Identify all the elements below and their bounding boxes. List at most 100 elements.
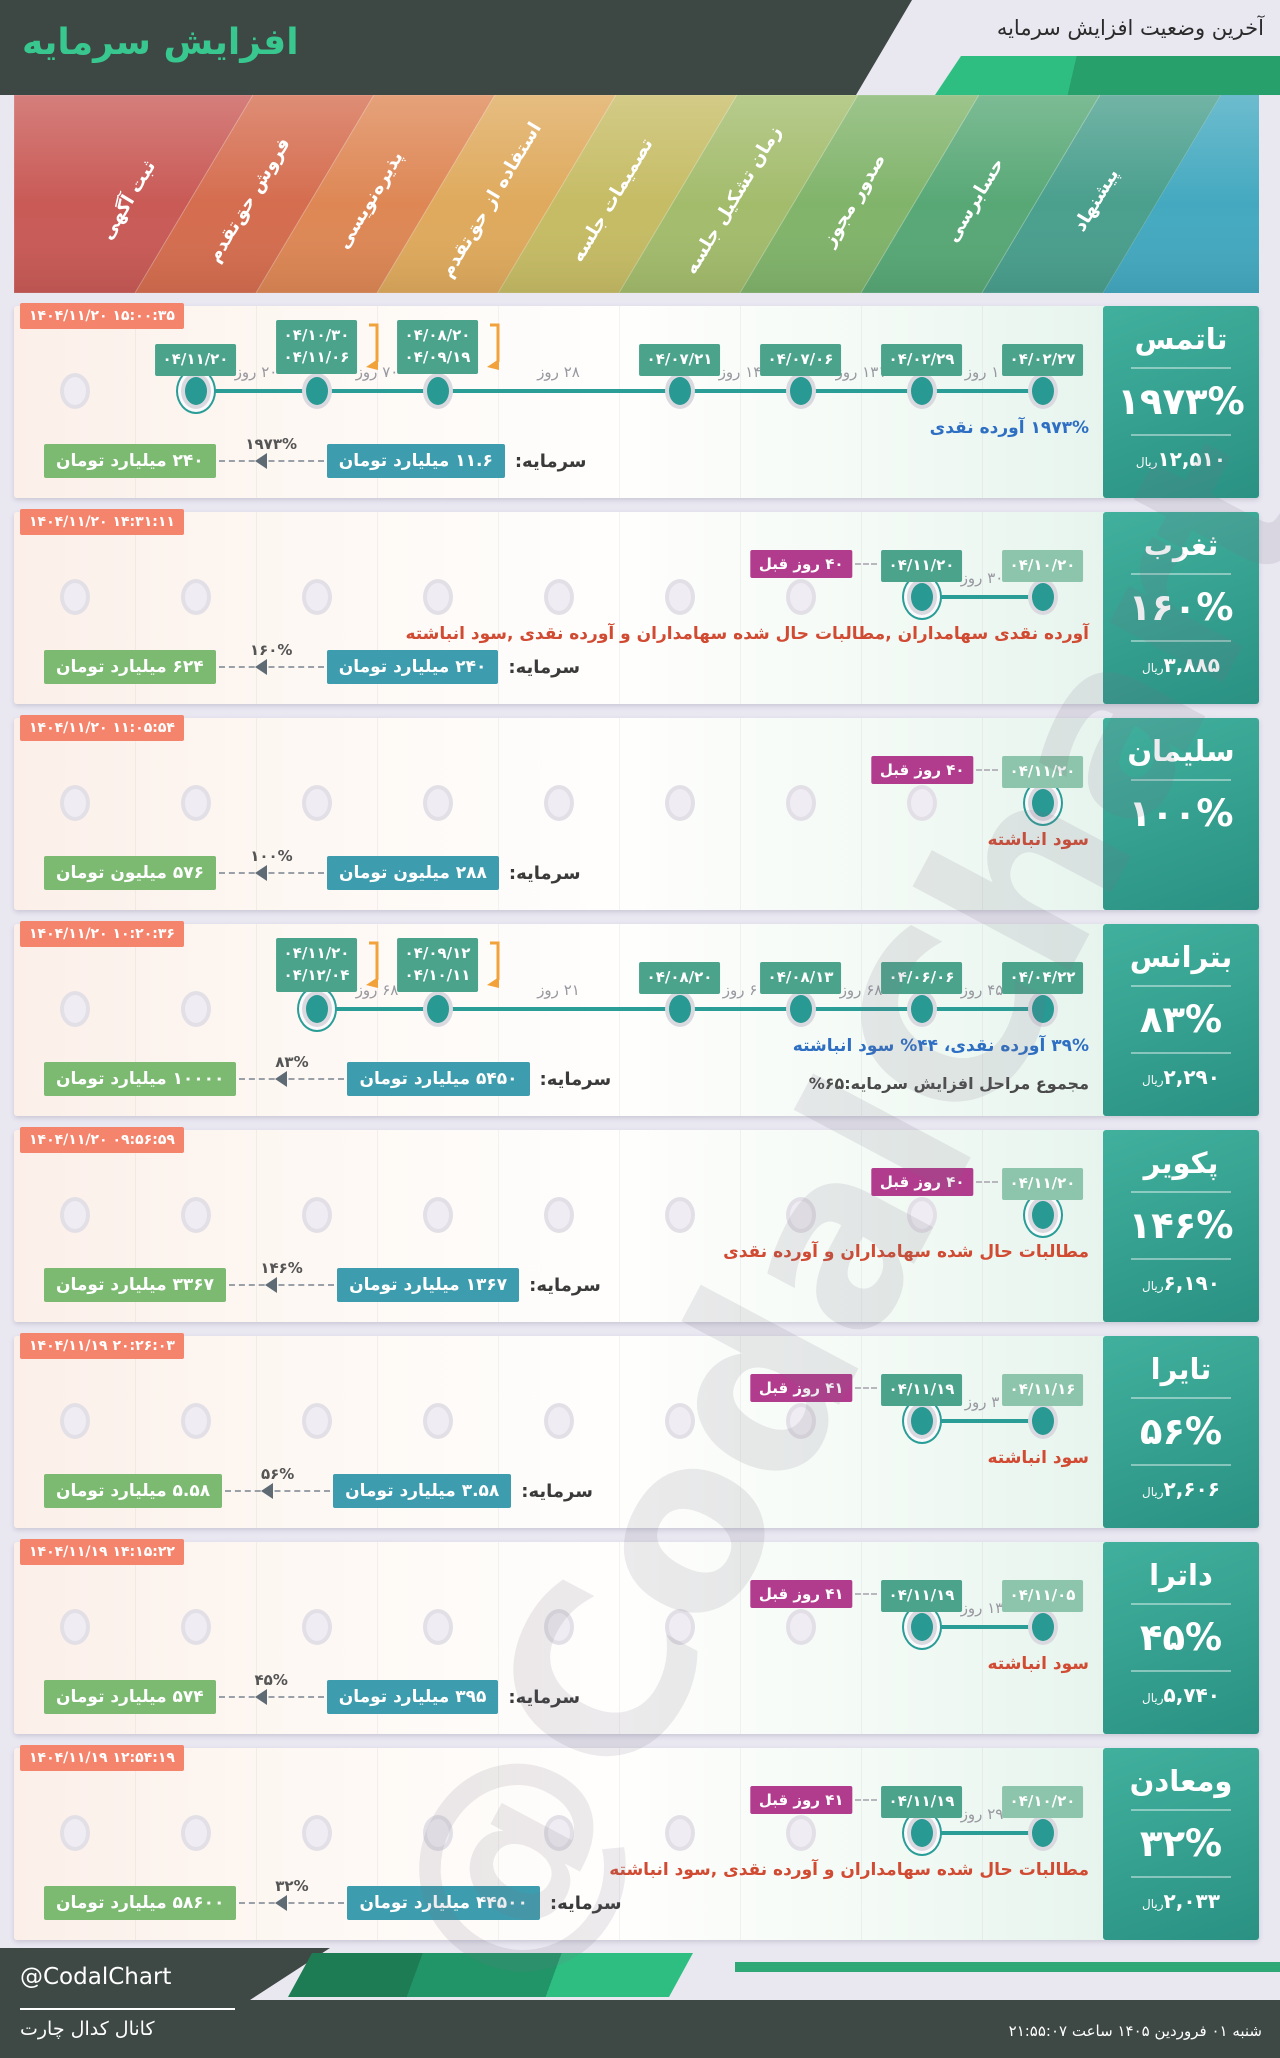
ago-connector [975,1181,998,1183]
timeline-dot-inactive [422,785,453,821]
share-price: ۲,۶۰۶ریال [1103,1477,1259,1501]
date-value: ۰۴/۱۱/۲۰ [1009,1174,1076,1192]
period-bracket-icon [365,940,382,996]
column-separator [377,1542,378,1734]
timeline-dot-inactive [301,785,332,821]
capital-label: سرمایه: [508,862,581,884]
method-description: مطالبات حال شده سهامداران و آورده نقدی ,… [609,1860,1089,1880]
timeline-dot-inactive [664,785,695,821]
column-separator [498,512,499,704]
capital-arrow: ۵۶% [225,1465,331,1499]
column-separator [256,1542,257,1734]
column-separator [256,512,257,704]
timeline-dot-active [301,373,332,409]
column-separator [861,1130,862,1322]
column-separator [982,1542,983,1734]
arrow-head-icon [261,1483,274,1499]
column-separator [740,924,741,1116]
company-panel: ثغرب ۱۶۰% ۳,۸۸۵ریال [1103,512,1259,704]
header-green-ribbon [935,56,1280,95]
timeline-dot-inactive [664,1609,695,1645]
company-name: داترا [1149,1558,1213,1592]
timeline-line [921,1625,1043,1629]
column-separator [498,1542,499,1734]
column-separator [861,512,862,704]
column-separator [135,512,136,704]
timeline-dot-inactive [664,1403,695,1439]
footer-divider [20,2008,235,2010]
column-separator [982,1336,983,1528]
timeline-dot-inactive [301,1403,332,1439]
date-value: ۰۴/۰۲/۲۹ [888,350,955,368]
method-description: ۱۹۷۳% آورده نقدی [929,418,1089,438]
method-description: سود انباشته [987,1448,1089,1468]
company-name: بترانس [1129,940,1233,974]
page-subtitle: آخرین وضعیت افزایش سرمایه [996,16,1264,40]
capital-new-badge: ۳۳۶۷ میلیارد تومان [44,1268,227,1302]
date-badge: ۰۴/۰۸/۲۰ [638,962,721,994]
date-value: ۰۴/۱۰/۱۱ [404,965,471,984]
capital-percent: ۸۳% [275,1053,309,1071]
company-name: تاتمس [1134,322,1228,356]
panel-divider [1131,1464,1231,1466]
capital-new-badge: ۵۸۶۰۰ میلیارد تومان [44,1886,237,1920]
column-separator [740,1336,741,1528]
timeline-dot-inactive [422,579,453,615]
timeline-dot-inactive [59,1403,90,1439]
column-separator [861,1542,862,1734]
column-separator [982,924,983,1116]
timeline-dot-inactive [59,785,90,821]
column-separator [135,1130,136,1322]
capital-arrow: ۱۴۶% [229,1259,335,1293]
column-separator [861,306,862,498]
rial-unit-label: ریال [1142,1073,1164,1087]
capital-new-badge: ۵۷۴ میلیارد تومان [44,1680,216,1714]
capital-percent: ۵۶% [260,1465,295,1483]
timeline-dot-inactive [543,1609,574,1645]
timeline-line [195,389,1043,393]
timeline-dot-inactive [180,579,211,615]
share-price-value: ۶,۱۹۰ [1163,1271,1220,1295]
date-value: ۰۴/۱۱/۱۹ [888,1380,955,1398]
date-badge: ۰۴/۱۱/۱۶ [1001,1374,1084,1406]
timeline-dot-inactive [664,579,695,615]
column-separator [498,306,499,498]
date-badge: ۰۴/۱۱/۱۹ [880,1374,963,1406]
panel-divider [1131,434,1231,436]
gap-days-label: ۲۹ روز [960,1805,1004,1823]
column-separator [982,1748,983,1940]
increase-percent: ۵۶% [1139,1410,1223,1453]
increase-percent: ۴۵% [1139,1616,1223,1659]
channel-name: کانال کدال چارت [20,2018,155,2040]
footer: @CodalChart کانال کدال چارت شنبه ۰۱ فرور… [0,1948,1280,2058]
column-separator [861,718,862,910]
column-separator [135,1336,136,1528]
timeline-dot-active [1027,991,1058,1027]
company-panel: سلیمان ۱۰۰% [1103,718,1259,910]
capital-old-badge: ۱۱.۶ میلیارد تومان [326,444,505,478]
timeline-dot-active [180,373,211,409]
timeline-dot-inactive [785,1815,816,1851]
capital-old-badge: ۵۴۵۰ میلیارد تومان [347,1062,530,1096]
date-value: ۰۴/۰۹/۱۹ [404,347,471,366]
date-badge: ۰۴/۰۴/۲۲ [1001,962,1084,994]
date-badge: ۰۴/۱۱/۱۹ [880,1580,963,1612]
gap-days-label: ۲۱ روز [537,981,580,999]
date-value: ۰۴/۱۱/۲۰ [1009,762,1076,780]
timeline-dot-inactive [785,1403,816,1439]
period-bracket-svg [365,323,378,370]
date-badge: ۰۴/۰۸/۲۰ ۰۴/۰۹/۱۹ [396,320,479,374]
date-badge: ۰۴/۰۶/۰۶ [880,962,963,994]
gap-days-label: ۳۰ روز [960,569,1004,587]
timeline-dot-active [664,991,695,1027]
method-description: سود انباشته [987,1654,1089,1674]
arrow-head-icon [254,659,267,675]
company-name: تایرا [1150,1352,1212,1386]
capital-percent: ۱۶۰% [249,641,293,659]
timestamp-badge: ۱۴۰۴/۱۱/۲۰ ۰۹:۵۶:۵۹ [20,1127,184,1153]
arrow-head-icon [275,1071,288,1087]
date-badge: ۰۴/۱۰/۲۰ [1001,1786,1084,1818]
increase-percent: ۱۶۰% [1128,586,1234,629]
date-badge: ۰۴/۱۱/۱۹ [880,1786,963,1818]
date-badge: ۰۴/۰۹/۱۲ ۰۴/۱۰/۱۱ [396,938,479,992]
